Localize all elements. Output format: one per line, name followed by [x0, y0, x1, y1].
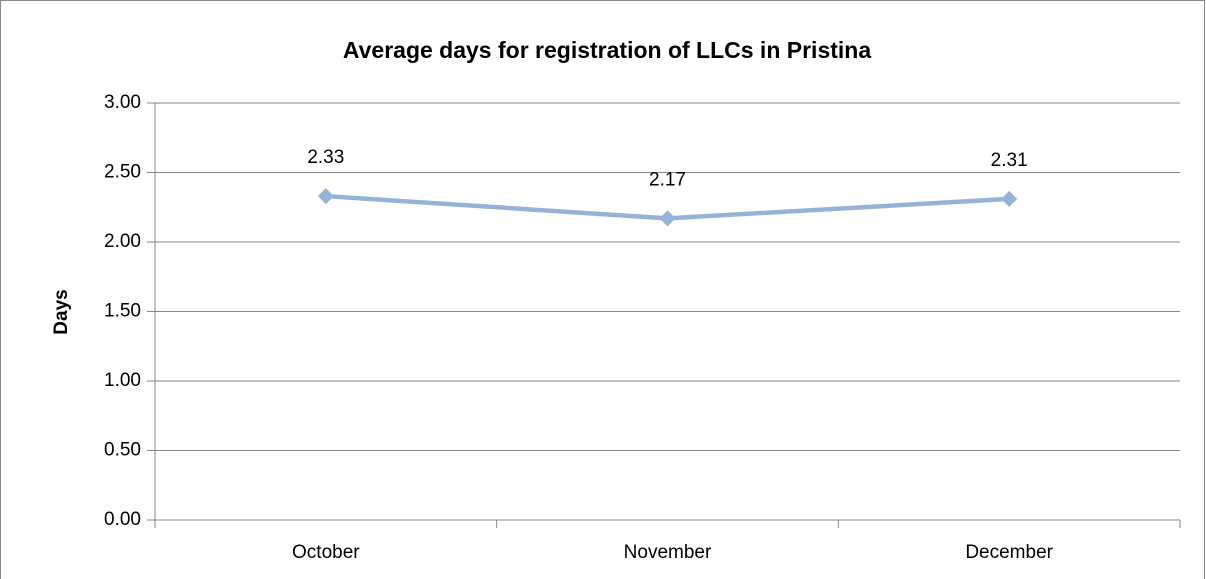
- marker: [1001, 190, 1018, 207]
- y-tick-label: 2.50: [104, 162, 141, 183]
- y-tick-label: 0.00: [104, 509, 141, 530]
- y-tick-label: 0.50: [104, 440, 141, 461]
- marker: [317, 188, 334, 205]
- y-tick-label: 1.50: [104, 301, 141, 322]
- data-label: 2.17: [649, 169, 686, 190]
- y-axis-label: Days: [51, 289, 72, 334]
- marker: [659, 210, 676, 227]
- x-tick-label: October: [292, 542, 360, 563]
- x-tick-label: December: [965, 542, 1053, 563]
- y-tick-label: 2.00: [104, 231, 141, 252]
- data-label: 2.31: [991, 150, 1028, 171]
- data-label: 2.33: [307, 147, 344, 168]
- x-tick-label: November: [624, 542, 712, 563]
- y-tick-label: 3.00: [104, 92, 141, 113]
- chart-title: Average days for registration of LLCs in…: [343, 37, 871, 63]
- y-tick-label: 1.00: [104, 370, 141, 391]
